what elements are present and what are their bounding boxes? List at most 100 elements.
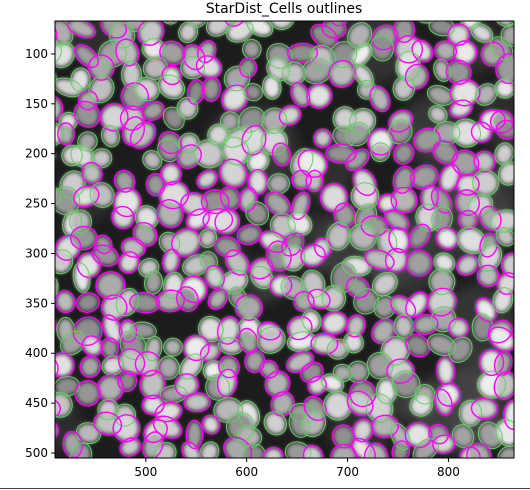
nucleus-outline	[95, 271, 126, 300]
nucleus-outline	[55, 234, 82, 261]
bottom-rule	[0, 488, 530, 489]
nucleus-outline	[428, 105, 448, 124]
nucleus-outline	[129, 292, 161, 314]
nucleus	[453, 425, 473, 447]
nucleus-outline	[130, 321, 157, 340]
nucleus	[55, 377, 79, 395]
nucleus-outline	[342, 331, 364, 354]
nucleus-outline	[350, 182, 380, 211]
nucleus-outline	[456, 254, 479, 276]
nucleus	[428, 86, 453, 105]
nucleus-outline	[346, 360, 370, 384]
nucleus	[324, 392, 351, 420]
nucleus	[437, 228, 457, 248]
nucleus-outline	[119, 330, 147, 361]
nucleus-outline	[345, 276, 370, 299]
nucleus-outline	[409, 393, 433, 417]
nucleus-outline	[76, 252, 102, 279]
nucleus-outline	[214, 208, 241, 235]
nucleus	[238, 225, 261, 244]
nucleus	[245, 84, 262, 100]
nucleus-outline	[394, 35, 423, 64]
nucleus-outline	[288, 411, 310, 438]
nucleus-outline	[259, 359, 279, 379]
nucleus	[354, 289, 378, 313]
nucleus	[502, 254, 514, 277]
nucleus	[185, 393, 210, 411]
nucleus-outline	[219, 158, 248, 188]
nucleus	[55, 187, 79, 214]
nucleus	[27, 162, 49, 183]
y-tick-label: 400	[25, 346, 48, 360]
nucleus-outline	[228, 286, 248, 309]
nucleus	[414, 439, 438, 458]
nucleus-outline	[221, 136, 250, 166]
nucleus-outline	[142, 56, 169, 80]
nucleus-outline	[435, 227, 459, 250]
nucleus-outline	[321, 311, 348, 336]
nucleus	[428, 289, 456, 315]
nucleus-outline	[264, 370, 291, 398]
nucleus-outline	[281, 244, 306, 272]
nucleus	[354, 420, 372, 441]
nucleus	[222, 86, 247, 111]
nucleus-outline	[493, 371, 514, 400]
nucleus-outline	[245, 201, 270, 226]
nucleus-outline	[478, 348, 505, 377]
nucleus-outline	[59, 170, 86, 199]
nucleus-outline	[497, 161, 514, 186]
nucleus	[283, 63, 305, 85]
nucleus	[203, 78, 220, 101]
nucleus-outline	[386, 358, 415, 384]
nucleus-outline	[420, 184, 439, 211]
nucleus-outline	[321, 21, 347, 39]
nucleus-outline	[141, 100, 165, 121]
nucleus-outline	[26, 161, 51, 185]
nucleus	[457, 255, 478, 275]
nucleus-outline	[447, 23, 471, 46]
nucleus	[141, 371, 165, 398]
nucleus	[265, 412, 286, 434]
nucleus	[268, 174, 289, 193]
nucleus	[76, 381, 100, 405]
nucleus-outline	[75, 422, 102, 445]
nucleus	[203, 416, 219, 433]
nucleus-outline	[329, 443, 358, 458]
nucleus	[406, 423, 431, 447]
nucleus-outline	[364, 249, 395, 271]
nucleus	[135, 78, 159, 100]
nucleus-outline	[297, 149, 328, 178]
nucleus	[242, 126, 265, 154]
nucleus-outline	[430, 306, 457, 333]
nucleus	[393, 371, 419, 397]
nucleus-outline	[55, 416, 59, 440]
nucleus	[328, 340, 348, 359]
nucleus-outline	[433, 121, 461, 145]
nucleus-outline	[427, 333, 457, 357]
nucleus-outline	[365, 393, 394, 423]
nucleus-outline	[73, 185, 100, 208]
nucleus-outline	[391, 440, 411, 458]
nucleus-outline	[161, 65, 182, 86]
nucleus	[460, 21, 481, 29]
nucleus-outline	[346, 390, 374, 417]
nucleus-outline	[180, 192, 209, 216]
nucleus-outline	[207, 123, 230, 147]
nucleus-outline	[144, 335, 163, 362]
image-area	[26, 21, 514, 458]
nucleus-outline	[363, 442, 389, 458]
nucleus-outline	[55, 41, 75, 69]
nucleus	[239, 329, 257, 353]
nucleus-outline	[186, 21, 209, 29]
nucleus-outline	[246, 150, 270, 173]
nucleus-outline	[466, 442, 492, 458]
nucleus	[331, 42, 356, 67]
nucleus	[147, 174, 164, 195]
nucleus-outline	[60, 330, 86, 356]
nucleus-outline	[89, 182, 115, 208]
y-axis: 100 150 200 250 300 350 400 450 500	[25, 47, 55, 460]
nucleus	[348, 362, 368, 382]
nucleus-outline	[413, 127, 441, 153]
nucleus	[158, 139, 179, 161]
nucleus-outline	[366, 352, 394, 380]
